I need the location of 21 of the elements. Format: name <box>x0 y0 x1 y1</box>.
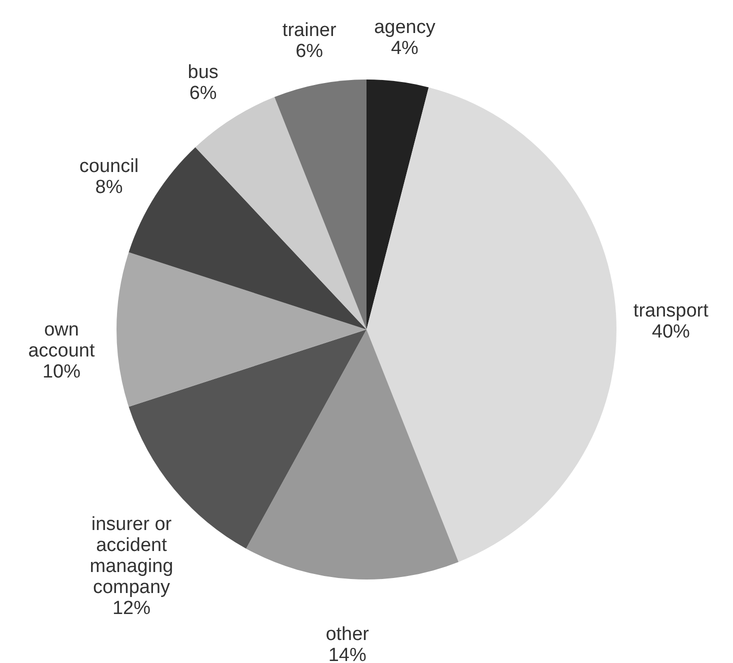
pie-slice <box>366 87 616 562</box>
data-label: 4% <box>390 38 419 59</box>
slice-label: council <box>79 156 139 178</box>
data-label: 14% <box>328 644 366 663</box>
data-label: 6% <box>296 40 324 62</box>
data-label: 8% <box>95 177 123 198</box>
slice-label: own account <box>28 320 96 362</box>
data-label: 12% <box>112 598 151 619</box>
pie-slice <box>246 330 459 580</box>
slice-label: trainer <box>282 20 337 41</box>
slice-label: agency <box>374 16 436 38</box>
slice-label: bus <box>188 62 218 83</box>
slice-label: transport <box>633 300 710 322</box>
pie-slice <box>366 80 429 330</box>
slice-label: other <box>326 624 370 645</box>
data-label: 6% <box>189 82 217 104</box>
pie-slice <box>274 80 366 330</box>
slice-label: insurer or accident managing company <box>90 514 174 598</box>
data-label: 40% <box>652 321 690 342</box>
data-label: 10% <box>42 362 81 382</box>
pie-slice <box>116 252 366 407</box>
